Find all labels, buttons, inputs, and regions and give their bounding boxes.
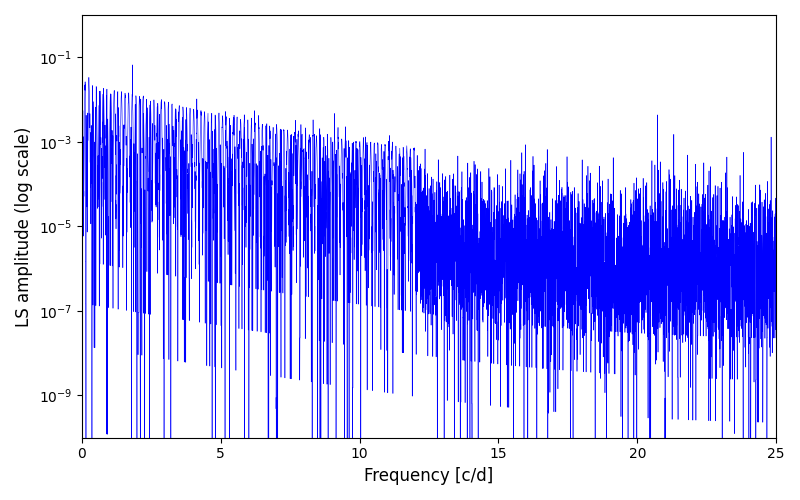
Y-axis label: LS amplitude (log scale): LS amplitude (log scale)	[15, 126, 33, 326]
X-axis label: Frequency [c/d]: Frequency [c/d]	[364, 467, 494, 485]
